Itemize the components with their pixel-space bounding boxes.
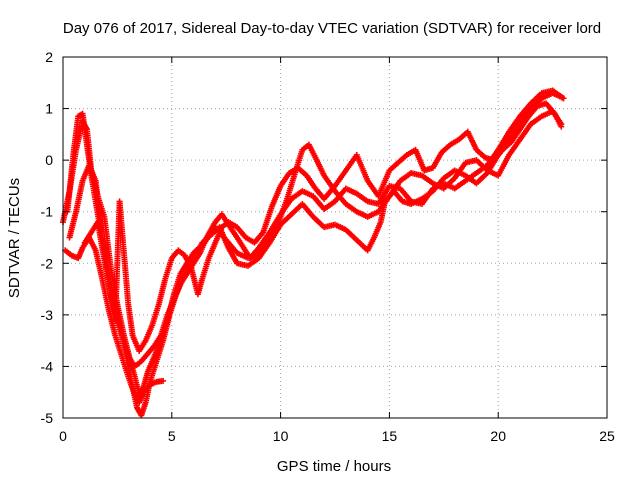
y-tick-label: 0 [45, 152, 53, 168]
y-tick-labels: -5 -4 -3 -2 -1 0 1 2 [41, 49, 54, 426]
x-tick-label: 5 [168, 428, 176, 444]
y-tick-label: -4 [41, 358, 54, 374]
y-tick-label: -1 [41, 204, 54, 220]
y-tick-label: 1 [45, 101, 53, 117]
series-track-c [64, 90, 567, 419]
y-tick-label: 2 [45, 49, 53, 65]
data-point [160, 377, 167, 384]
chart-title: Day 076 of 2017, Sidereal Day-to-day VTE… [63, 20, 601, 37]
data-marks [60, 87, 567, 419]
y-tick-label: -5 [41, 410, 54, 426]
x-tick-label: 20 [490, 428, 506, 444]
x-tick-label: 10 [273, 428, 289, 444]
x-tick-label: 15 [382, 428, 398, 444]
x-tick-label: 0 [59, 428, 67, 444]
axis-ticks [62, 56, 608, 419]
x-tick-labels: 0 5 10 15 20 25 [59, 428, 615, 444]
series-track-e [66, 100, 565, 354]
y-axis-label: SDTVAR / TECUs [6, 178, 23, 298]
data-point [560, 95, 567, 102]
x-axis-label: GPS time / hours [277, 458, 391, 475]
data-point [558, 123, 565, 130]
x-tick-label: 25 [599, 428, 615, 444]
grid-lines [63, 57, 607, 418]
y-tick-label: -3 [41, 307, 54, 323]
series-track-a [60, 108, 565, 398]
y-tick-label: -2 [41, 255, 54, 271]
plot-frame [62, 56, 608, 419]
